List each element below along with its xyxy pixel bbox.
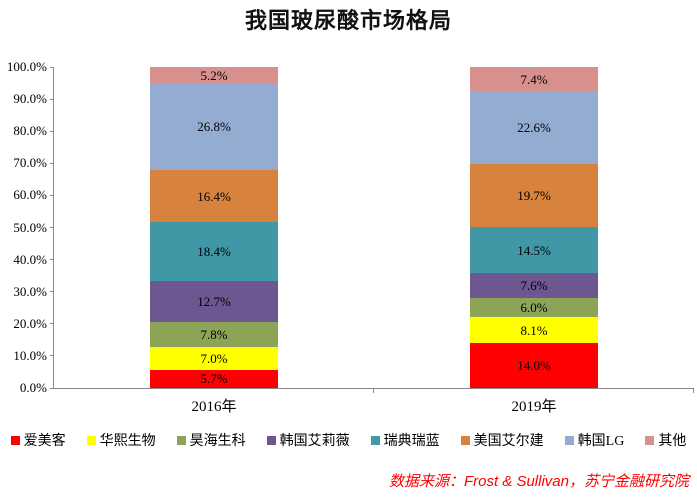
bar-segment-爱美客: 14.0%	[470, 343, 598, 388]
bar-segment-爱美客: 5.7%	[150, 369, 278, 388]
bar-segment-美国艾尔建: 19.7%	[470, 163, 598, 227]
y-axis-tick-mark	[50, 66, 54, 68]
y-axis-tick-mark	[50, 130, 54, 132]
y-axis-tick-mark	[50, 355, 54, 357]
bar-segment-韩国艾莉薇: 12.7%	[150, 281, 278, 323]
bar-segment-其他: 7.4%	[470, 67, 598, 92]
y-axis-tick-label: 10.0%	[13, 347, 47, 363]
y-axis-tick-mark	[50, 323, 54, 325]
bar-segment-瑞典瑞蓝: 18.4%	[150, 222, 278, 282]
segment-value-label: 8.1%	[520, 322, 548, 338]
segment-value-label: 18.4%	[197, 244, 231, 260]
legend-swatch-icon	[370, 435, 380, 445]
legend-swatch-icon	[176, 435, 186, 445]
legend-label: 瑞典瑞蓝	[383, 434, 440, 449]
legend-swatch-icon	[266, 435, 276, 445]
bar-segment-瑞典瑞蓝: 14.5%	[470, 226, 598, 274]
y-axis-tick-label: 40.0%	[13, 251, 47, 267]
segment-value-label: 14.0%	[517, 358, 551, 374]
segment-value-label: 12.7%	[197, 294, 231, 310]
segment-value-label: 14.5%	[517, 242, 551, 258]
segment-value-label: 7.4%	[520, 71, 548, 87]
y-axis-tick-mark	[50, 227, 54, 228]
segment-value-label: 7.8%	[200, 327, 228, 343]
bar-segment-美国艾尔建: 16.4%	[150, 169, 278, 223]
segment-value-label: 19.7%	[517, 187, 551, 203]
legend-item-昊海生科: 昊海生科	[176, 430, 246, 450]
bar-segment-昊海生科: 7.8%	[150, 322, 278, 348]
y-axis-tick-label: 60.0%	[13, 187, 47, 203]
segment-value-label: 16.4%	[197, 188, 231, 204]
x-axis-tick-mark	[693, 388, 694, 393]
y-axis-tick-label: 20.0%	[13, 315, 47, 331]
legend-swatch-icon	[10, 435, 20, 445]
y-axis-tick-label: 80.0%	[13, 123, 47, 139]
legend-label: 昊海生科	[189, 434, 246, 449]
legend-swatch-icon	[86, 435, 96, 445]
bar-segment-昊海生科: 6.0%	[470, 297, 598, 318]
y-axis-tick-mark	[50, 259, 54, 261]
y-axis-tick-mark	[50, 291, 54, 293]
legend-label: 华熙生物	[99, 434, 156, 449]
segment-value-label: 5.7%	[200, 371, 228, 387]
legend-swatch-icon	[564, 435, 574, 445]
segment-value-label: 26.8%	[197, 119, 231, 135]
legend-item-瑞典瑞蓝: 瑞典瑞蓝	[370, 430, 440, 450]
chart-title: 我国玻尿酸市场格局	[244, 8, 452, 33]
bar-segment-华熙生物: 7.0%	[150, 347, 278, 370]
y-axis-tick-label: 100.0%	[6, 59, 47, 74]
segment-value-label: 22.6%	[517, 119, 551, 135]
bar-segment-韩国艾莉薇: 7.6%	[470, 273, 598, 298]
legend-label: 韩国艾莉薇	[279, 434, 350, 449]
bar-segment-华熙生物: 8.1%	[470, 317, 598, 344]
bar-segment-其他: 5.2%	[150, 67, 278, 84]
y-axis-tick-label: 30.0%	[13, 283, 47, 299]
y-axis-tick-mark	[50, 387, 54, 389]
legend-item-美国艾尔建: 美国艾尔建	[460, 430, 544, 450]
bar-segment-韩国LG: 26.8%	[150, 83, 278, 170]
legend-label: 韩国LG	[577, 434, 625, 449]
x-axis-category-label: 2016年	[191, 399, 237, 415]
legend-item-韩国艾莉薇: 韩国艾莉薇	[266, 430, 350, 450]
y-axis-tick-label: 70.0%	[13, 155, 47, 171]
chart-legend: 爱美客 华熙生物 昊海生科 韩国艾莉薇 瑞典瑞蓝 美国艾尔建 韩国LG 其他	[0, 430, 697, 450]
data-source: 数据来源：Frost & Sullivan，苏宁金融研究院	[388, 473, 689, 490]
legend-item-韩国LG: 韩国LG	[564, 430, 625, 450]
y-axis-tick-label: 50.0%	[13, 219, 47, 235]
y-axis-tick-mark	[50, 194, 54, 196]
segment-value-label: 7.6%	[520, 278, 548, 294]
legend-label: 美国艾尔建	[473, 434, 544, 449]
segment-value-label: 5.2%	[200, 67, 228, 83]
legend-swatch-icon	[460, 435, 470, 445]
segment-value-label: 7.0%	[200, 350, 228, 366]
legend-item-爱美客: 爱美客	[10, 430, 66, 450]
legend-label: 其他	[658, 434, 687, 449]
x-axis-tick-mark	[373, 388, 374, 393]
bar-segment-韩国LG: 22.6%	[470, 91, 598, 164]
legend-label: 爱美客	[23, 434, 66, 449]
plot-area: 0.0% 10.0% 20.0% 30.0% 40.0% 50.0% 60.0% 70.0% 8…	[7, 59, 694, 415]
x-axis-category-label: 2019年	[511, 399, 557, 415]
legend-swatch-icon	[645, 435, 655, 445]
y-axis-tick-mark	[50, 162, 54, 164]
y-axis-tick-label: 90.0%	[13, 91, 47, 107]
y-axis-tick-mark	[50, 98, 54, 100]
legend-item-华熙生物: 华熙生物	[86, 430, 156, 450]
segment-value-label: 6.0%	[520, 299, 548, 315]
y-axis-tick-label: 0.0%	[19, 380, 47, 395]
legend-item-其他: 其他	[645, 430, 686, 450]
